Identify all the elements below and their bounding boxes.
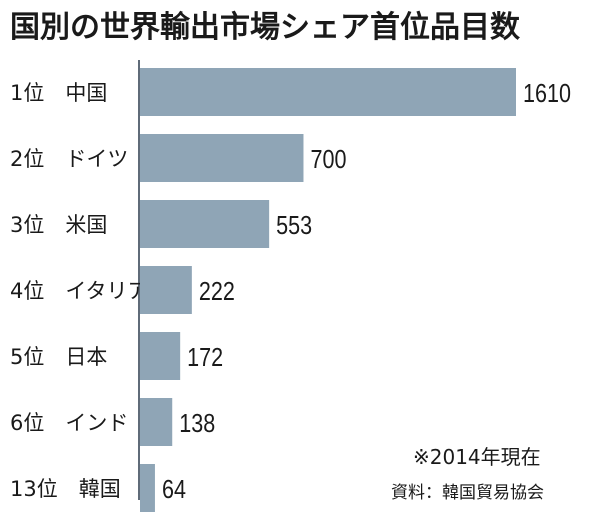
category-label: 5位 日本 (10, 345, 107, 369)
category-label: 13位 韓国 (10, 477, 121, 501)
chart-title: 国別の世界輸出市場シェア首位品目数 (10, 10, 520, 45)
bar (140, 134, 304, 182)
bar (140, 266, 192, 314)
category-label: 1位 中国 (10, 81, 107, 105)
bar (140, 68, 516, 116)
category-label: 2位 ドイツ (10, 147, 128, 171)
category-label: 3位 米国 (10, 213, 107, 237)
value-label: 138 (179, 408, 215, 438)
date-note: ※2014年現在 (413, 445, 541, 469)
value-label: 1610 (523, 78, 571, 108)
bar (140, 464, 155, 512)
bar (140, 398, 173, 446)
value-label: 553 (276, 210, 312, 240)
category-label: 4位 イタリア (10, 279, 149, 303)
value-label: 64 (162, 474, 186, 504)
source-note: 資料：韓国貿易協会 (391, 483, 544, 503)
value-label: 172 (187, 342, 223, 372)
bar (140, 332, 181, 380)
bar (140, 200, 270, 248)
value-label: 222 (199, 276, 235, 306)
category-label: 6位 インド (10, 411, 128, 435)
value-label: 700 (310, 144, 346, 174)
